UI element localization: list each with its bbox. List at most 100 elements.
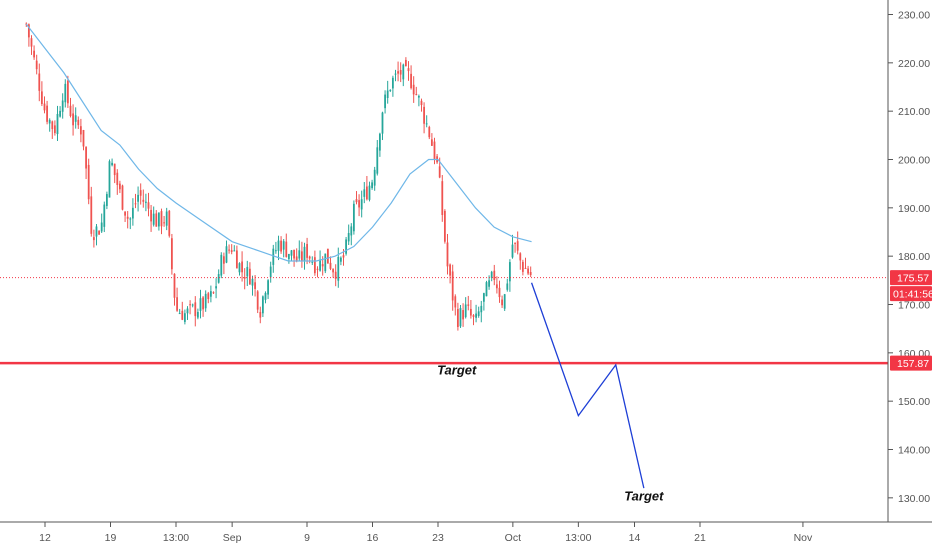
candle-down	[116, 169, 119, 195]
candle-down	[454, 294, 457, 316]
candle-up	[352, 200, 355, 235]
candle-up	[303, 242, 306, 270]
candle-up	[196, 308, 199, 320]
candle-up	[381, 111, 384, 141]
candle-down	[33, 45, 35, 60]
candle-down	[35, 54, 38, 75]
candle-up	[129, 217, 132, 230]
candle-up	[363, 182, 366, 204]
candle-down	[194, 296, 197, 327]
x-tick-label: Nov	[794, 532, 813, 544]
candle-down	[189, 300, 191, 315]
candle-up	[64, 79, 67, 108]
candle-down	[469, 300, 472, 319]
candle-down	[147, 192, 150, 217]
candle-up	[100, 213, 103, 233]
candle-up	[48, 118, 51, 132]
candle-up	[144, 193, 147, 212]
candle-up	[199, 289, 202, 319]
candle-down	[228, 244, 230, 254]
candle-up	[111, 158, 113, 167]
candle-up	[503, 293, 506, 311]
candle-down	[493, 264, 496, 286]
candle-up	[402, 63, 405, 87]
candle-down	[308, 255, 311, 264]
candle-down	[404, 57, 407, 67]
candle-up	[277, 235, 280, 261]
candle-up	[183, 309, 186, 325]
candle-down	[295, 248, 298, 263]
candle-down	[77, 116, 80, 129]
y-tick-label: 220.00	[898, 58, 930, 70]
candle-up	[371, 179, 373, 190]
countdown-label: 01:41:56	[893, 288, 932, 300]
candle-up	[319, 250, 321, 272]
candle-down	[420, 98, 423, 112]
target-annotation-1: Target	[437, 363, 477, 378]
current-price-label: 175.57	[897, 272, 929, 284]
candle-down	[87, 158, 90, 205]
candle-down	[222, 252, 225, 275]
y-tick-label: 140.00	[898, 445, 930, 457]
y-tick-label: 190.00	[898, 203, 930, 215]
candle-down	[121, 184, 124, 211]
candle-up	[347, 224, 350, 246]
candle-up	[459, 304, 462, 328]
candle-down	[326, 248, 329, 264]
y-tick-label: 130.00	[898, 493, 930, 505]
candle-up	[345, 236, 347, 256]
x-tick-label: 23	[432, 532, 444, 544]
candle-down	[329, 256, 332, 271]
candle-up	[152, 206, 155, 227]
x-tick-label: 9	[304, 532, 310, 544]
candle-down	[155, 210, 158, 227]
candle-down	[243, 268, 246, 290]
candle-up	[282, 239, 285, 258]
candle-down	[441, 175, 444, 222]
candle-up	[56, 105, 59, 141]
candle-down	[285, 233, 288, 258]
candle-up	[269, 261, 272, 283]
candle-down	[467, 295, 470, 311]
candle-up	[264, 291, 267, 304]
candle-down	[181, 301, 184, 321]
candle-down	[415, 86, 418, 96]
candle-up	[108, 159, 111, 198]
candle-up	[251, 275, 254, 296]
candle-up	[475, 304, 477, 323]
candle-down	[212, 291, 215, 294]
moving-average-line	[25, 23, 532, 262]
candle-down	[334, 264, 337, 287]
y-tick-label: 230.00	[898, 10, 930, 22]
candle-down	[472, 314, 475, 326]
candle-down	[176, 287, 178, 312]
candle-up	[376, 140, 379, 176]
candle-up	[298, 240, 301, 261]
candle-up	[373, 166, 376, 191]
candle-up	[165, 207, 168, 231]
candle-down	[423, 102, 425, 134]
candle-up	[482, 292, 485, 311]
candle-up	[267, 279, 269, 299]
candle-up	[425, 115, 428, 128]
y-tick-label: 180.00	[898, 251, 930, 263]
candle-down	[202, 295, 204, 317]
candle-down	[462, 303, 464, 327]
projection-path[interactable]	[530, 282, 645, 489]
candle-up	[339, 256, 342, 266]
candle-down	[527, 265, 529, 276]
candle-down	[254, 275, 256, 297]
candle-down	[430, 133, 433, 146]
candle-down	[399, 62, 402, 83]
candle-down	[443, 209, 446, 244]
candle-down	[126, 211, 129, 229]
candle-up	[287, 253, 290, 264]
candle-down	[170, 233, 173, 275]
candle-down	[407, 61, 410, 81]
candle-down	[98, 230, 100, 235]
x-tick-label: Sep	[223, 532, 242, 544]
candle-down	[306, 237, 308, 265]
candle-up	[225, 240, 228, 264]
candle-up	[290, 249, 293, 261]
